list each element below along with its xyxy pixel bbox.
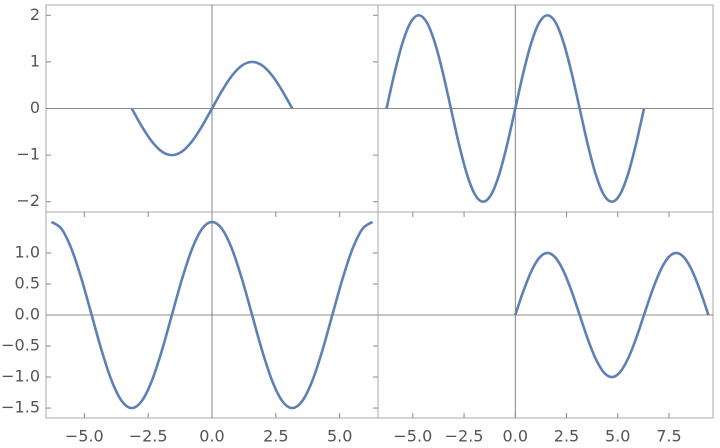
x-tick-label: 2.5 — [263, 427, 288, 446]
y-tick-label: −2 — [16, 191, 40, 210]
x-tick-label: 5.0 — [327, 427, 352, 446]
x-tick-label: −2.5 — [445, 427, 484, 446]
y-tick-label: 2 — [30, 5, 40, 24]
x-tick-label: 7.5 — [656, 427, 681, 446]
y-tick-label: 0 — [30, 98, 40, 117]
y-tick-label: 0.0 — [15, 305, 40, 324]
curve — [385, 13, 646, 204]
curve — [130, 60, 294, 157]
x-tick-label: −5.0 — [65, 427, 104, 446]
x-tick-label: −2.5 — [129, 427, 168, 446]
y-tick-label: −1.5 — [1, 398, 40, 417]
y-tick-label: 1.0 — [15, 242, 40, 261]
x-tick-label: 2.5 — [554, 427, 579, 446]
y-tick-label: −1.0 — [1, 367, 40, 386]
y-tick-label: 0.5 — [15, 273, 40, 292]
y-tick-label: 1 — [30, 51, 40, 70]
x-tick-label: 0.0 — [503, 427, 528, 446]
x-tick-label: 5.0 — [605, 427, 630, 446]
y-tick-label: −1 — [16, 145, 40, 164]
curve — [514, 251, 710, 379]
y-tick-label: −0.5 — [1, 336, 40, 355]
curve — [50, 220, 374, 410]
x-tick-label: 0.0 — [199, 427, 224, 446]
x-tick-label: −5.0 — [393, 427, 432, 446]
